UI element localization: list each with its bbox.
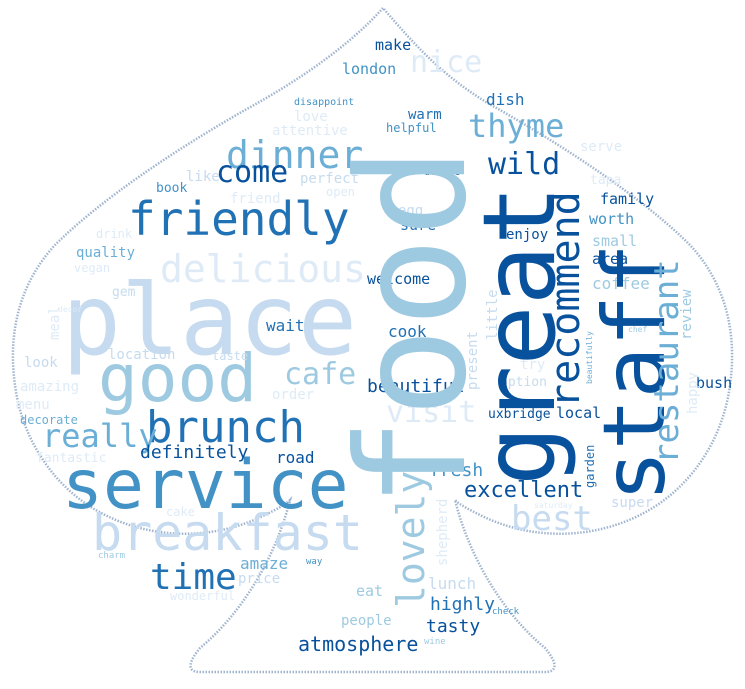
word-meal: meal [47, 306, 63, 340]
word-attentive: attentive [272, 123, 348, 139]
word-perfect: perfect [300, 171, 360, 187]
word-way: way [306, 557, 323, 567]
word-london: london [342, 60, 397, 78]
word-definitely: definitely [140, 442, 249, 463]
word-decorate: decorate [20, 413, 78, 427]
word-charm: charm [98, 551, 126, 561]
word-garden: garden [583, 444, 597, 488]
word-fantastic: fantastic [36, 451, 107, 466]
word-best: best [511, 499, 593, 539]
word-friendly: friendly [128, 192, 350, 246]
word-happy: happy [685, 371, 701, 414]
word-recommend: recommend [543, 191, 589, 408]
word-vegan: vegan [74, 261, 111, 275]
word-quality: quality [76, 245, 136, 261]
word-nice: nice [410, 45, 483, 80]
word-area: area [592, 250, 629, 268]
word-book: book [156, 181, 188, 196]
word-warm: warm [408, 107, 442, 123]
word-cook: cook [388, 322, 427, 341]
word-price: price [238, 571, 281, 587]
word-really: really [42, 417, 158, 455]
word-beautifully: beautifully [585, 331, 594, 384]
word-owner: owner [378, 163, 418, 178]
word-wait: wait [266, 316, 305, 335]
word-people: people [341, 613, 392, 629]
word-super: super [611, 495, 654, 511]
word-service: service [62, 446, 349, 525]
word-good: good [98, 340, 257, 417]
word-road: road [276, 448, 315, 467]
word-small: small [592, 232, 638, 250]
word-check: check [492, 607, 520, 617]
word-saturday: saturday [534, 501, 573, 510]
word-open: open [326, 185, 355, 199]
word-thyme: thyme [468, 107, 565, 145]
word-bush: bush [696, 374, 733, 392]
word-uxbridge: uxbridge [488, 407, 551, 422]
word-serve: serve [580, 139, 623, 155]
word-decide: decide [424, 167, 461, 178]
word-location: location [108, 347, 176, 363]
word-visit: visit [386, 395, 477, 430]
word-drink: drink [96, 227, 133, 241]
word-time: time [150, 557, 237, 598]
word-order: order [272, 387, 315, 403]
word-disappoint: disappoint [294, 97, 355, 108]
word-excellent: excellent [464, 478, 584, 503]
word-friend: friend [230, 191, 281, 207]
word-lunch: lunch [428, 574, 477, 593]
word-love: love [294, 109, 328, 125]
word-wine: wine [424, 637, 446, 647]
word-delicious: delicious [160, 247, 366, 291]
word-option: option [500, 375, 547, 390]
word-eat: eat [356, 582, 384, 600]
word-make: make [375, 36, 412, 54]
word-family: family [600, 190, 655, 208]
word-atmosphere: atmosphere [298, 632, 419, 656]
word-egg: egg [398, 203, 424, 219]
word-coffee: coffee [592, 274, 650, 293]
word-dish: dish [486, 90, 525, 109]
word-cake: cake [166, 505, 195, 519]
spade-shape [11, 6, 734, 674]
word-like: like [186, 169, 220, 185]
word-taste: taste [212, 349, 249, 363]
word-look: look [24, 355, 58, 371]
word-little: little [485, 289, 501, 340]
word-welcome: welcome [367, 270, 431, 288]
word-come: come [216, 155, 289, 190]
word-amaze: amaze [240, 554, 289, 573]
word-place: place [62, 264, 358, 378]
word-wild: wild [488, 147, 561, 182]
word-shepherd: shepherd [435, 498, 451, 566]
word-present: present [465, 330, 481, 390]
word-decor: decor [58, 305, 83, 314]
word-highly: highly [430, 594, 496, 615]
word-menu: menu [16, 397, 50, 413]
word-gem: gem [112, 285, 136, 300]
word-sure: sure [400, 216, 437, 234]
word-cafe: cafe [284, 357, 357, 392]
word-review: review [679, 289, 695, 340]
word-brunch: brunch [146, 402, 305, 453]
word-dinner: dinner [226, 133, 364, 177]
word-wonderful: wonderful [170, 589, 236, 603]
word-local: local [556, 404, 602, 422]
word-amazing: amazing [20, 379, 80, 395]
word-beautiful: beautiful [367, 376, 465, 397]
word-tasty: tasty [426, 616, 481, 637]
word-lovely: lovely [389, 470, 433, 608]
word-helpful: helpful [386, 121, 437, 135]
word-breakfast: breakfast [92, 504, 363, 562]
word-chef: chef [628, 325, 648, 334]
word-worth: worth [589, 210, 635, 228]
word-try: try [520, 357, 546, 373]
word-tapa: tapa [590, 173, 622, 188]
word-fresh: fresh [429, 460, 484, 481]
word-enjoy: enjoy [506, 227, 549, 243]
